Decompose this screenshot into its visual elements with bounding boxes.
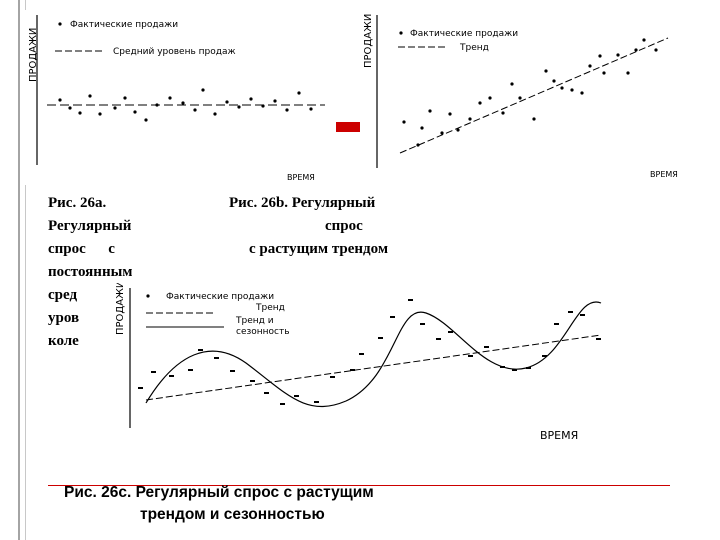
figure-a-points — [58, 88, 313, 122]
figure-b-panel: ПРОДАЖИ Фактические продажи Тренд ВРЕМЯ — [360, 10, 695, 185]
figure-b-chart: ПРОДАЖИ Фактические продажи Тренд ВРЕМЯ — [363, 14, 678, 179]
figure-c-caption: Рис. 26с. Регулярный спрос с растущим тр… — [64, 482, 664, 526]
figure-c-caption-line-1: Рис. 26с. Регулярный спрос с растущим — [64, 484, 374, 501]
figure-b-trend-line — [399, 37, 669, 154]
figure-a-caption-line-3: спрос с — [48, 241, 115, 257]
figure-a-caption-line-6: уров — [48, 310, 80, 326]
figure-b-legend-dot — [399, 31, 403, 35]
figure-c-legend-actual: Фактические продажи — [166, 292, 274, 302]
left-decor-rule-thin — [25, 0, 26, 540]
figure-b-points — [402, 38, 658, 147]
figure-c-season-curve — [145, 301, 602, 408]
figure-c-panel: ПРОДАЖИ Фактические продажи Тренд Тренд … — [96, 281, 624, 443]
figure-a-legend-dot — [58, 22, 62, 26]
caption-c-top-rule — [48, 485, 670, 486]
figure-a-caption-line-2: Регулярный — [48, 218, 132, 234]
figure-b-caption-line-1: Рис. 26b. Регулярный — [229, 195, 376, 211]
figure-a-caption-line-4: постоянным — [48, 264, 133, 280]
figure-a-caption-line-7: коле — [48, 333, 79, 349]
figure-a-legend-actual: Фактические продажи — [70, 20, 178, 30]
figure-b-legend-trend: Тренд — [459, 43, 489, 53]
figure-c-caption-line-2: трендом и сезонностью — [140, 506, 325, 523]
figure-c-chart: ПРОДАЖИ Фактические продажи Тренд Тренд … — [115, 281, 602, 442]
figure-c-trend-line — [145, 334, 602, 401]
figure-a-ylabel: ПРОДАЖИ — [28, 28, 39, 82]
figure-a-panel: ПРОДАЖИ Фактические продажи Средний уров… — [25, 10, 340, 185]
figure-a-xlabel: ВРЕМЯ — [287, 173, 315, 182]
figure-b-xlabel: ВРЕМЯ — [650, 170, 678, 179]
figure-b-caption-line-3: с растущим трендом — [249, 241, 389, 257]
figure-c-legend-season-1: Тренд и — [235, 316, 274, 326]
figure-a-caption-line-1: Рис. 26а. — [48, 195, 107, 211]
figure-b-caption: Рис. 26b. Регулярный спрос с растущим тр… — [225, 192, 445, 261]
figure-b-caption-line-2: спрос — [325, 218, 363, 234]
figure-a-chart: ПРОДАЖИ Фактические продажи Средний уров… — [28, 15, 325, 182]
left-decor-rule — [18, 0, 20, 540]
figure-c-legend-dot — [146, 294, 150, 298]
figure-a-caption: Рис. 26а. Регулярный спрос с постоянным … — [48, 192, 178, 353]
figure-c-points — [138, 299, 601, 405]
figure-a-legend-mean: Средний уровень продаж — [113, 47, 236, 57]
figure-b-legend-actual: Фактические продажи — [410, 29, 518, 39]
figure-b-ylabel: ПРОДАЖИ — [363, 14, 374, 68]
figure-c-legend-trend: Тренд — [255, 303, 285, 313]
figure-c-legend-season-2: сезонность — [236, 327, 290, 337]
red-marker — [336, 122, 360, 132]
figure-c-ylabel: ПРОДАЖИ — [115, 283, 126, 335]
figure-c-xlabel: ВРЕМЯ — [540, 429, 578, 442]
figure-a-caption-line-5: сред — [48, 287, 78, 303]
